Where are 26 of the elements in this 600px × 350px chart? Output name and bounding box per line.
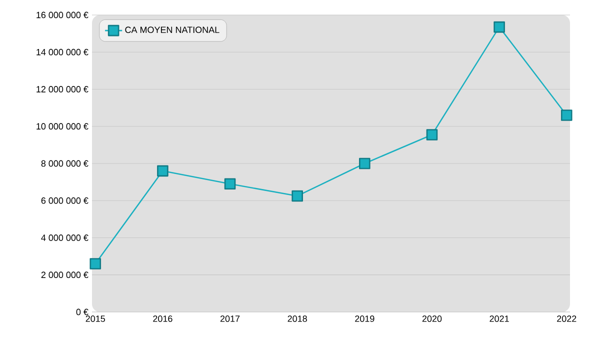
y-tick-label: 4 000 000 € [41,234,88,241]
point [157,165,168,177]
point [90,258,102,270]
x-tick-label: 2015 [86,316,105,322]
x-tick-label: 2022 [557,316,576,322]
x-tick-label: 2019 [355,316,374,322]
point [560,110,572,121]
y-tick-label: 12 000 000 € [36,86,88,92]
x-tick-label: 2016 [153,316,172,322]
point [224,178,236,190]
y-tick-label: 16 000 000 € [36,12,88,18]
point [426,129,438,140]
y-tick-label: 8 000 000 € [41,160,88,167]
x-tick-label: 2018 [288,316,307,322]
x-tick-label: 2017 [220,316,240,322]
y-tick-label: 10 000 000 € [36,123,88,130]
legend-label: CA MOYEN NATIONAL [125,26,220,34]
point [359,158,370,170]
y-tick-label: 0 € [76,308,88,316]
y-tick-label: 6 000 000 € [41,197,88,204]
point [292,190,303,202]
point [494,21,505,33]
y-tick-label: 14 000 000 € [36,48,88,56]
x-tick-label: 2020 [422,316,442,322]
x-tick-label: 2021 [490,316,509,322]
y-tick-label: 2 000 000 € [41,272,88,278]
